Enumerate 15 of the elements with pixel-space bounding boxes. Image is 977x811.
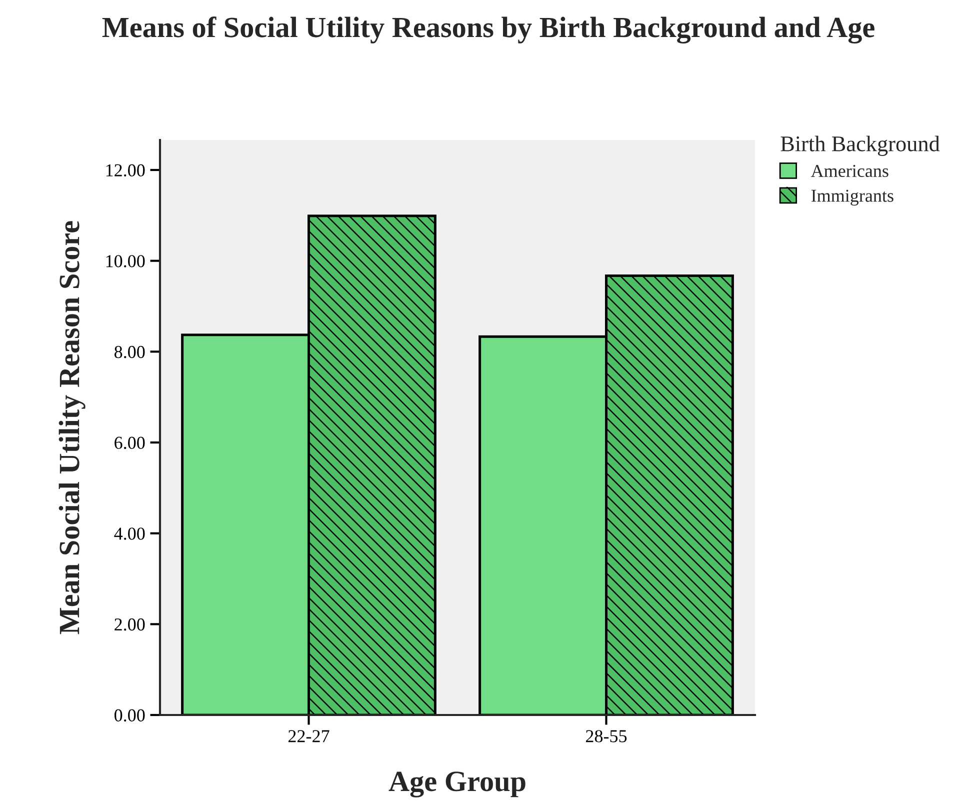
chart-title: Means of Social Utility Reasons by Birth Background and Age [102,16,874,44]
y-tick-label: 6.00 [114,436,145,450]
x-tick-label: 28-55 [586,730,627,742]
y-tick-label: 4.00 [114,528,145,540]
y-tick-label: 0.00 [114,709,145,722]
legend-label: Immigrants [811,190,894,206]
x-tick-label: 22-27 [288,730,330,742]
y-tick-label: 8.00 [114,346,145,358]
y-tick-label: 2.00 [114,618,145,631]
y-tick-label: 10.00 [106,255,145,268]
legend-title: Birth Background [780,136,940,156]
y-tick-label: 12.00 [106,164,145,176]
x-axis-title: Age Group [388,772,526,798]
legend-label: Americans [810,164,888,178]
y-axis-title: Mean Social Utility Reason Score [58,221,86,634]
